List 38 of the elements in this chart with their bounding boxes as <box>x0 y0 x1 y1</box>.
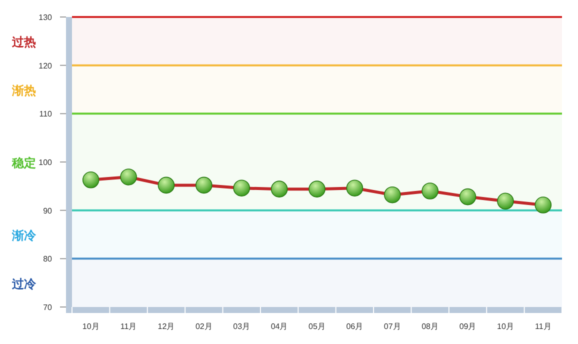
point <box>346 180 364 196</box>
point <box>233 180 250 196</box>
band-label: 稳定 <box>11 156 36 170</box>
y-tick-label: 120 <box>38 61 53 70</box>
x-tick-label: 06月 <box>346 322 364 331</box>
point <box>534 196 552 214</box>
y-tick-label: 90 <box>43 206 53 216</box>
point <box>384 186 401 204</box>
point <box>270 180 288 198</box>
point <box>158 176 175 194</box>
x-tick-label: 11月 <box>535 322 552 331</box>
point <box>120 168 137 186</box>
x-tick-label: 12月 <box>158 322 175 331</box>
x-tick-label: 04月 <box>270 322 288 331</box>
point <box>196 176 212 194</box>
band-label: 过冷 <box>11 276 37 291</box>
band-label: 渐热 <box>11 84 36 98</box>
x-tick-label: 10月 <box>497 322 514 331</box>
x-tick-label: 08月 <box>422 322 439 331</box>
x-tick-label: 05月 <box>308 322 326 331</box>
x-tick-label: 03月 <box>233 322 250 331</box>
point <box>497 192 514 210</box>
y-tick-label: 110 <box>39 110 53 119</box>
x-tick-label: 11月 <box>120 322 137 331</box>
y-tick-label: 70 <box>43 303 53 312</box>
point <box>308 180 326 198</box>
band-label: 渐冷 <box>11 228 37 242</box>
point <box>82 171 100 188</box>
point <box>422 182 438 200</box>
y-tick-label: 100 <box>38 158 53 167</box>
x-tick-label: 09月 <box>459 322 476 331</box>
x-tick-label: 02月 <box>195 322 212 331</box>
band-label: 过热 <box>11 35 36 50</box>
y-tick-label: 130 <box>38 13 53 22</box>
x-tick-label: 10月 <box>82 322 100 331</box>
point <box>459 188 476 206</box>
y-tick-label: 80 <box>43 254 53 264</box>
x-tick-label: 07月 <box>384 322 401 331</box>
